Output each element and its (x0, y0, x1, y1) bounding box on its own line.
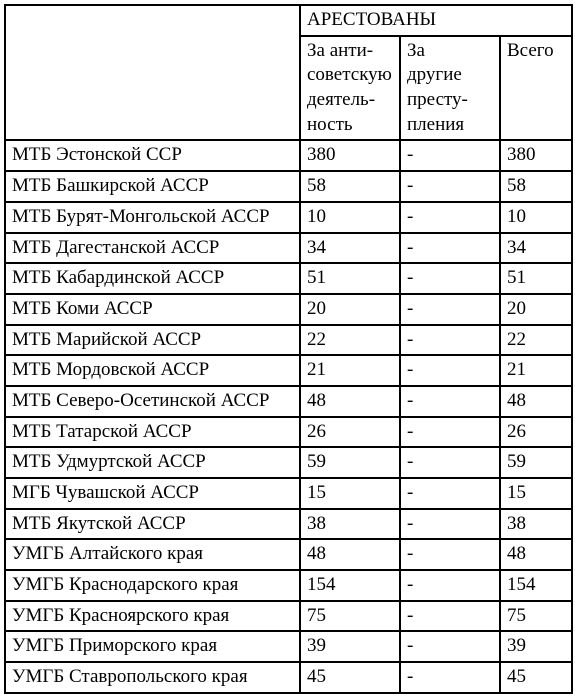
row-value: 154 (500, 570, 572, 601)
row-label: МТБ Мордовской АССР (5, 355, 300, 386)
row-value: 22 (300, 325, 400, 356)
row-value: - (400, 325, 500, 356)
row-value: 75 (500, 601, 572, 632)
row-value: - (400, 140, 500, 171)
row-value: 20 (300, 294, 400, 325)
row-value: - (400, 171, 500, 202)
row-value: 34 (500, 233, 572, 264)
row-label: УМГБ Алтайского края (5, 539, 300, 570)
table-row: УМГБ Приморского края39-39 (5, 631, 572, 662)
table-row: МГБ Чувашской АССР15-15 (5, 478, 572, 509)
row-value: 48 (300, 539, 400, 570)
table-row: МТБ Мордовской АССР21-21 (5, 355, 572, 386)
row-value: 48 (300, 386, 400, 417)
table-row: МТБ Якутской АССР38-38 (5, 509, 572, 540)
row-value: 58 (500, 171, 572, 202)
table-row: МТБ Татарской АССР26-26 (5, 417, 572, 448)
table-row: МТБ Кабардинской АССР51-51 (5, 263, 572, 294)
row-value: 59 (300, 447, 400, 478)
table-subheader: За другие престу- пления (400, 36, 500, 141)
table-subheader: Всего (500, 36, 572, 141)
row-label: МТБ Якутской АССР (5, 509, 300, 540)
row-value: - (400, 539, 500, 570)
row-label: МТБ Бурят-Монгольской АССР (5, 202, 300, 233)
row-label: МТБ Удмуртской АССР (5, 447, 300, 478)
row-label: УМГБ Ставропольского края (5, 662, 300, 693)
table-header-group: АРЕСТОВАНЫ (300, 5, 572, 36)
row-value: 26 (500, 417, 572, 448)
row-label: МТБ Эстонской ССР (5, 140, 300, 171)
row-value: - (400, 509, 500, 540)
row-value: 45 (500, 662, 572, 693)
table-row: МТБ Эстонской ССР380-380 (5, 140, 572, 171)
row-label: МТБ Башкирской АССР (5, 171, 300, 202)
row-label: МГБ Чувашской АССР (5, 478, 300, 509)
row-label: УМГБ Краснодарского края (5, 570, 300, 601)
table-row: МТБ Дагестанской АССР34-34 (5, 233, 572, 264)
row-value: 10 (300, 202, 400, 233)
row-value: 48 (500, 386, 572, 417)
table-header-blank (5, 5, 300, 140)
row-value: 51 (300, 263, 400, 294)
row-value: 21 (300, 355, 400, 386)
row-label: УМГБ Красноярского края (5, 601, 300, 632)
row-value: 26 (300, 417, 400, 448)
table-row: МТБ Коми АССР20-20 (5, 294, 572, 325)
row-value: 34 (300, 233, 400, 264)
row-value: 15 (500, 478, 572, 509)
row-value: 38 (500, 509, 572, 540)
table-row: МТБ Марийской АССР22-22 (5, 325, 572, 356)
row-value: - (400, 570, 500, 601)
table-row: УМГБ Красноярского края75-75 (5, 601, 572, 632)
row-value: - (400, 202, 500, 233)
row-value: 39 (500, 631, 572, 662)
row-label: МТБ Татарской АССР (5, 417, 300, 448)
table-row: МТБ Бурят-Монгольской АССР10-10 (5, 202, 572, 233)
row-value: 380 (500, 140, 572, 171)
row-value: 15 (300, 478, 400, 509)
row-value: - (400, 478, 500, 509)
row-label: МТБ Коми АССР (5, 294, 300, 325)
row-value: 21 (500, 355, 572, 386)
row-value: - (400, 631, 500, 662)
arrests-table: АРЕСТОВАНЫЗа анти- советскую деятель- но… (4, 4, 573, 694)
row-value: 20 (500, 294, 572, 325)
table-row: УМГБ Ставропольского края45-45 (5, 662, 572, 693)
row-value: 10 (500, 202, 572, 233)
row-value: - (400, 355, 500, 386)
table-row: МТБ Северо-Осетинской АССР48-48 (5, 386, 572, 417)
table-row: МТБ Удмуртской АССР59-59 (5, 447, 572, 478)
row-label: МТБ Дагестанской АССР (5, 233, 300, 264)
row-value: - (400, 263, 500, 294)
row-value: 58 (300, 171, 400, 202)
table-subheader: За анти- советскую деятель- ность (300, 36, 400, 141)
row-value: 75 (300, 601, 400, 632)
row-value: - (400, 447, 500, 478)
row-value: - (400, 601, 500, 632)
row-value: 22 (500, 325, 572, 356)
row-label: МТБ Кабардинской АССР (5, 263, 300, 294)
row-label: МТБ Марийской АССР (5, 325, 300, 356)
row-value: - (400, 386, 500, 417)
row-value: 51 (500, 263, 572, 294)
row-value: 154 (300, 570, 400, 601)
row-value: - (400, 417, 500, 448)
row-value: - (400, 294, 500, 325)
table-row: МТБ Башкирской АССР58-58 (5, 171, 572, 202)
row-label: МТБ Северо-Осетинской АССР (5, 386, 300, 417)
row-label: УМГБ Приморского края (5, 631, 300, 662)
table-row: УМГБ Алтайского края48-48 (5, 539, 572, 570)
row-value: - (400, 233, 500, 264)
table-row: УМГБ Краснодарского края154-154 (5, 570, 572, 601)
row-value: 38 (300, 509, 400, 540)
row-value: 48 (500, 539, 572, 570)
row-value: 380 (300, 140, 400, 171)
row-value: 39 (300, 631, 400, 662)
row-value: 45 (300, 662, 400, 693)
row-value: 59 (500, 447, 572, 478)
row-value: - (400, 662, 500, 693)
